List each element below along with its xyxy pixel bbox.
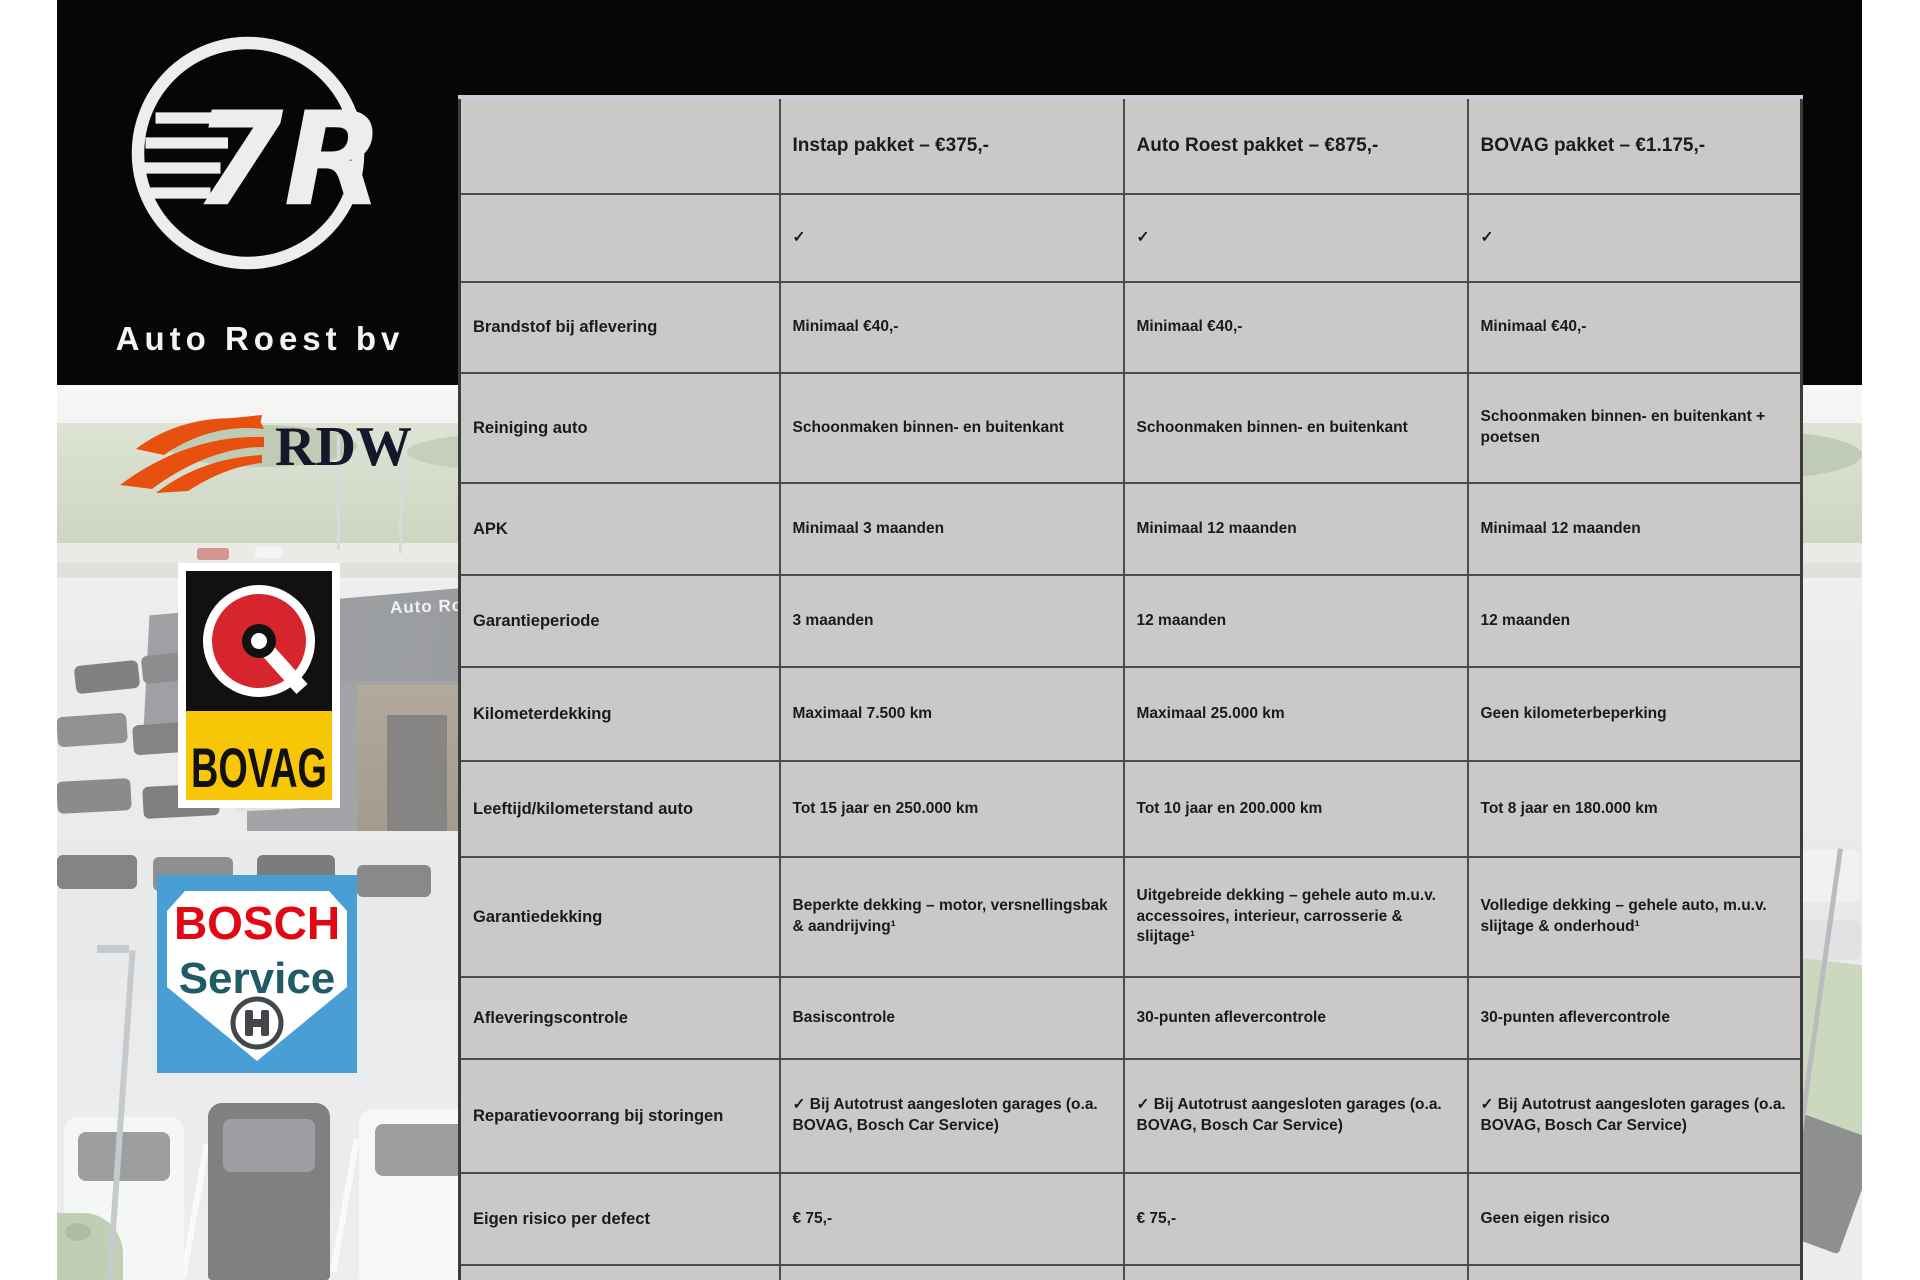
bosch-service-shield-icon: BOSCH Service xyxy=(157,875,357,1073)
package-comparison-table: Instap pakket – €375,- Auto Roest pakket… xyxy=(458,95,1803,1280)
value-cell: € 75,- xyxy=(778,1172,1125,1266)
row-label-cell: APK xyxy=(458,482,781,576)
row-label-cell: Garantiedekking xyxy=(458,856,781,978)
row-label-cell: Garantieperiode xyxy=(458,574,781,668)
value-cell: Tot 10 jaar en 200.000 km xyxy=(1122,760,1469,858)
photo-flagpole xyxy=(399,441,402,553)
photo-building-doorway xyxy=(387,715,447,831)
value-cell: 30-punten aflevercontrole xyxy=(1466,976,1803,1060)
row-label-cell: Reiniging auto xyxy=(458,372,781,484)
value-cell: Minimaal €40,- xyxy=(778,281,1125,374)
row-label-cell: Eigen bijdrage onderdelen xyxy=(458,1264,781,1280)
bosch-armature-icon xyxy=(230,996,284,1050)
value-cell: Minimaal 3 maanden xyxy=(778,482,1125,576)
photo-car xyxy=(57,855,137,889)
bosch-service-label: Service xyxy=(179,954,336,1003)
row-label-cell: Brandstof bij aflevering xyxy=(458,281,781,374)
column-header-instap-pakket: Instap pakket – €375,- xyxy=(778,96,1125,195)
bovag-wordmark: BOVAG xyxy=(191,736,327,799)
bovag-emblem-icon: BOVAG xyxy=(178,563,340,808)
value-cell: Minimaal €40,- xyxy=(1466,281,1803,374)
photo-flagpole xyxy=(337,435,340,550)
value-cell: Minimaal 12 maanden xyxy=(1122,482,1469,576)
photo-car-windshield xyxy=(222,1118,316,1173)
value-cell: Basiscontrole xyxy=(778,976,1125,1060)
row-label-cell: Kilometerdekking xyxy=(458,666,781,762)
photo-bush xyxy=(65,1223,91,1241)
table-row: APK Minimaal 3 maanden Minimaal 12 maand… xyxy=(458,482,1803,576)
bosch-service-logo: BOSCH Service xyxy=(157,875,357,1073)
rdw-wordmark: RDW xyxy=(275,416,412,478)
rdw-wing-icon xyxy=(120,415,264,493)
value-cell: Tot 15 jaar en 250.000 km xyxy=(778,760,1125,858)
table-row: Leeftijd/kilometerstand auto Tot 15 jaar… xyxy=(458,760,1803,858)
photo-car xyxy=(357,865,431,897)
table-row: Eigen bijdrage onderdelen Ja² Ja² Geen b… xyxy=(458,1264,1803,1280)
photo-car xyxy=(197,548,229,560)
table-row: Afleveringscontrole Basiscontrole 30-pun… xyxy=(458,976,1803,1060)
value-cell: Uitgebreide dekking – gehele auto m.u.v.… xyxy=(1122,856,1469,978)
value-cell: Minimaal 12 maanden xyxy=(1466,482,1803,576)
row-label-cell xyxy=(458,193,781,283)
value-cell: 12 maanden xyxy=(1466,574,1803,668)
bosch-wordmark: BOSCH xyxy=(174,897,340,949)
value-cell: Geen bijdrage xyxy=(1466,1264,1803,1280)
value-cell: Minimaal €40,- xyxy=(1122,281,1469,374)
value-cell: Geen kilometerbeperking xyxy=(1466,666,1803,762)
speed-lines-icon xyxy=(141,112,238,199)
value-cell: Maximaal 25.000 km xyxy=(1122,666,1469,762)
value-cell: 30-punten aflevercontrole xyxy=(1122,976,1469,1060)
rdw-logo: RDW xyxy=(112,413,412,513)
value-cell: Beperkte dekking – motor, versnellingsba… xyxy=(778,856,1125,978)
row-label-cell: Reparatievoorrang bij storingen xyxy=(458,1058,781,1174)
value-cell: Schoonmaken binnen- en buitenkant xyxy=(1122,372,1469,484)
value-cell: ✓ Bij Autotrust aangesloten garages (o.a… xyxy=(1466,1058,1803,1174)
value-cell: Ja² xyxy=(778,1264,1125,1280)
row-label-cell: Eigen risico per defect xyxy=(458,1172,781,1266)
table-corner-cell xyxy=(458,96,781,195)
table-row: Garantiedekking Beperkte dekking – motor… xyxy=(458,856,1803,978)
photo-car-windshield xyxy=(78,1131,170,1181)
table-row: Garantieperiode 3 maanden 12 maanden 12 … xyxy=(458,574,1803,668)
auto-roest-company-name: Auto Roest bv xyxy=(115,320,405,357)
table-row: Reiniging auto Schoonmaken binnen- en bu… xyxy=(458,372,1803,484)
photo-lamppost-arm xyxy=(97,945,129,953)
column-header-bovag-pakket: BOVAG pakket – €1.175,- xyxy=(1466,96,1803,195)
auto-roest-monogram-icon: 7R xyxy=(131,36,373,270)
value-cell: Volledige dekking – gehele auto, m.u.v. … xyxy=(1466,856,1803,978)
photo-car xyxy=(208,1103,330,1280)
checkmark-cell: ✓ xyxy=(1466,193,1803,283)
value-cell: 12 maanden xyxy=(1122,574,1469,668)
bovag-logo: BOVAG xyxy=(178,563,340,808)
value-cell: Maximaal 7.500 km xyxy=(778,666,1125,762)
column-header-auto-roest-pakket: Auto Roest pakket – €875,- xyxy=(1122,96,1469,195)
row-label-cell: Leeftijd/kilometerstand auto xyxy=(458,760,781,858)
table-row: Reparatievoorrang bij storingen ✓ Bij Au… xyxy=(458,1058,1803,1174)
value-cell: 3 maanden xyxy=(778,574,1125,668)
table-header-row: Instap pakket – €375,- Auto Roest pakket… xyxy=(458,96,1803,195)
checkmark-cell: ✓ xyxy=(1122,193,1469,283)
table-row: Eigen risico per defect € 75,- € 75,- Ge… xyxy=(458,1172,1803,1266)
table-row: Kilometerdekking Maximaal 7.500 km Maxim… xyxy=(458,666,1803,762)
table-row: Brandstof bij aflevering Minimaal €40,- … xyxy=(458,281,1803,374)
table-row: ✓ ✓ ✓ xyxy=(458,193,1803,283)
value-cell: Schoonmaken binnen- en buitenkant + poet… xyxy=(1466,372,1803,484)
value-cell: ✓ Bij Autotrust aangesloten garages (o.a… xyxy=(1122,1058,1469,1174)
value-cell: Tot 8 jaar en 180.000 km xyxy=(1466,760,1803,858)
value-cell: Schoonmaken binnen- en buitenkant xyxy=(778,372,1125,484)
photo-car xyxy=(255,547,282,558)
row-label-cell: Afleveringscontrole xyxy=(458,976,781,1060)
value-cell: ✓ Bij Autotrust aangesloten garages (o.a… xyxy=(778,1058,1125,1174)
monogram-text: 7R xyxy=(193,83,373,235)
value-cell: Geen eigen risico xyxy=(1466,1172,1803,1266)
value-cell: € 75,- xyxy=(1122,1172,1469,1266)
checkmark-cell: ✓ xyxy=(778,193,1125,283)
value-cell: Ja² xyxy=(1122,1264,1469,1280)
